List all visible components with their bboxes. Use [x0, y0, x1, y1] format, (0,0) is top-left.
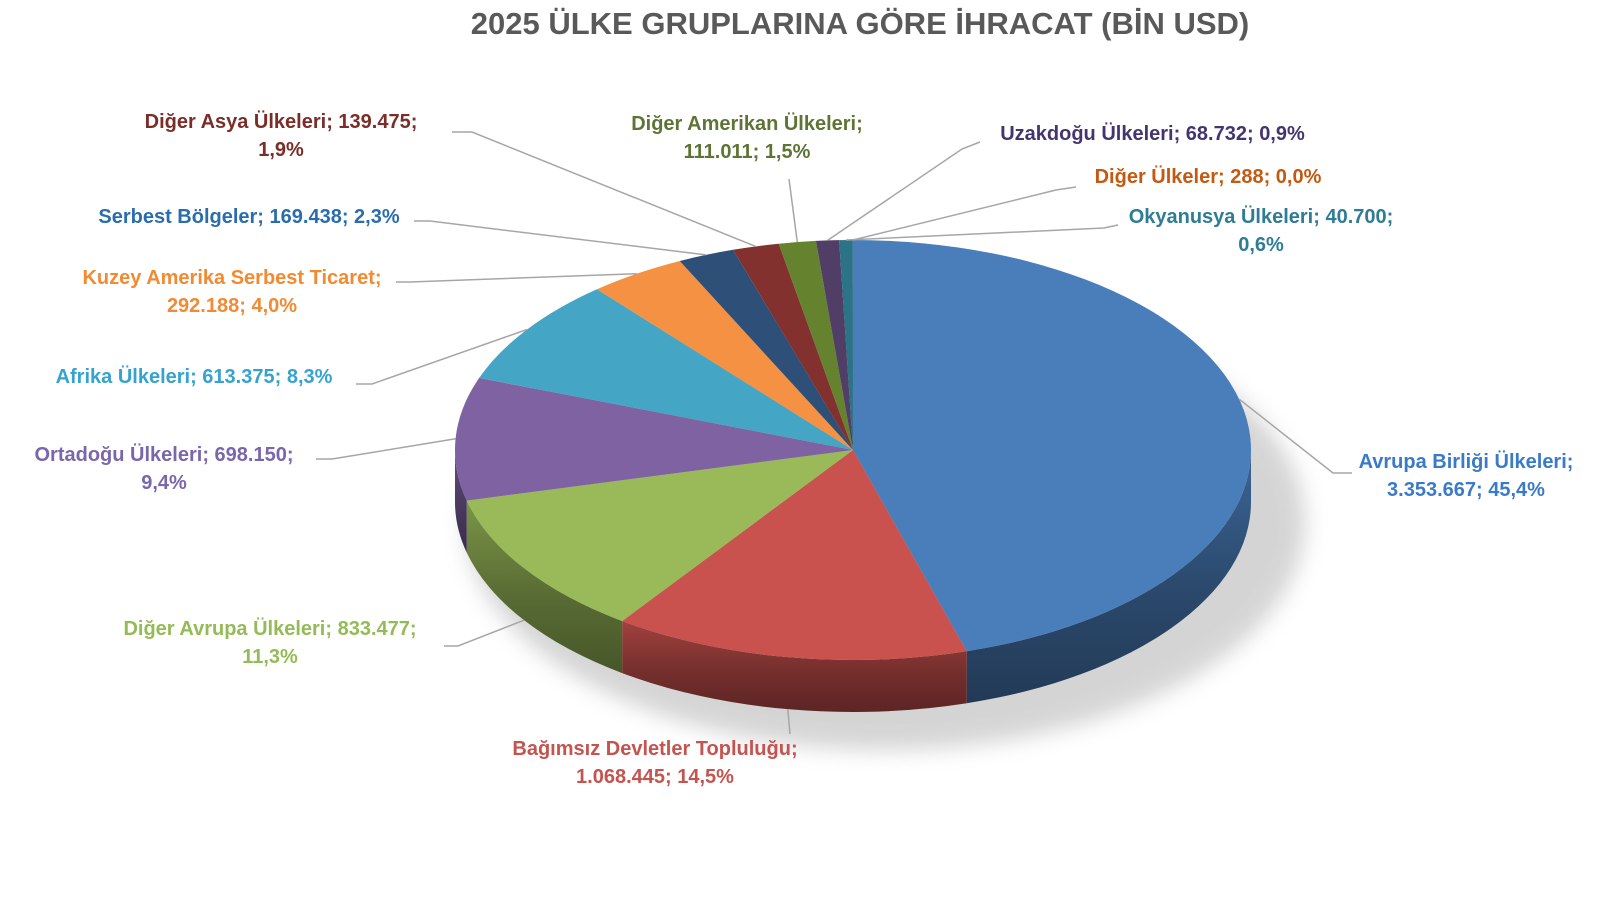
pie-slice-afrika-ulkeleri	[479, 289, 853, 450]
slice-label-line: Afrika Ülkeleri; 613.375; 8,3%	[55, 366, 333, 388]
slice-label-line: Diğer Ülkeler; 288; 0,0%	[1094, 166, 1322, 188]
slice-label-line: Diğer Amerikan Ülkeleri;	[631, 113, 863, 135]
slice-label-bagimsiz-devletler-toplulugu: Bağımsız Devletler Topluluğu; 1.068.445; …	[494, 735, 816, 791]
leader-line-serbest-bolgeler	[414, 220, 707, 256]
slice-label-line: 9,4%	[141, 472, 187, 494]
slice-label-diger-avrupa-ulkeleri: Diğer Avrupa Ülkeleri; 833.477; 11,3%	[92, 615, 448, 671]
slice-label-avrupa-birligi-ulkeleri: Avrupa Birliği Ülkeleri; 3.353.667; 45,4%	[1330, 448, 1600, 504]
pie-slice-diger-avrupa-ulkeleri	[466, 450, 853, 622]
pie-slice-uzakdogu-ulkeleri	[815, 240, 853, 450]
slice-label-line: Bağımsız Devletler Topluluğu;	[512, 738, 798, 760]
slice-label-line: Uzakdoğu Ülkeleri; 68.732; 0,9%	[1000, 123, 1305, 145]
pie-slice-bagimsiz-devletler-toplulugu	[622, 450, 967, 661]
slice-label-diger-asya-ulkeleri: Diğer Asya Ülkeleri; 139.475; 1,9%	[108, 108, 454, 164]
slice-label-diger-amerikan-ulkeleri: Diğer Amerikan Ülkeleri; 111.011; 1,5%	[582, 110, 912, 166]
slice-label-line: Diğer Avrupa Ülkeleri; 833.477;	[123, 618, 417, 640]
slice-label-kuzey-amerika-serbest-ticaret: Kuzey Amerika Serbest Ticaret; 292.188; 4…	[58, 264, 406, 320]
leader-line-ortadogu-ulkeleri	[316, 438, 456, 460]
leader-line-diger-avrupa-ulkeleri	[444, 619, 525, 647]
slice-label-line: Diğer Asya Ülkeleri; 139.475;	[144, 111, 418, 133]
slice-label-line: 0,6%	[1238, 234, 1284, 256]
leader-line-okyanusya-ulkeleri	[845, 224, 1119, 241]
slice-label-line: 1.068.445; 14,5%	[576, 766, 734, 788]
slice-label-line: 292.188; 4,0%	[166, 295, 298, 317]
pie-slice-side-diger-avrupa-ulkeleri	[466, 500, 623, 674]
pie-slice-side-bagimsiz-devletler-toplulugu	[622, 621, 967, 713]
slice-label-line: Avrupa Birliği Ülkeleri;	[1358, 451, 1574, 473]
slice-label-okyanusya-ulkeleri: Okyanusya Ülkeleri; 40.700; 0,6%	[1090, 203, 1432, 259]
pie-slice-kuzey-amerika-serbest-ticaret	[596, 260, 853, 450]
leader-line-bagimsiz-devletler-toplulugu	[787, 709, 791, 735]
pie-slice-avrupa-birligi-ulkeleri	[853, 240, 1251, 652]
leader-line-uzakdogu-ulkeleri	[827, 141, 981, 242]
slice-label-line: Kuzey Amerika Serbest Ticaret;	[82, 267, 382, 289]
pie-slice-serbest-bolgeler	[679, 249, 853, 450]
slice-label-line: Ortadoğu Ülkeleri; 698.150;	[34, 444, 294, 466]
pie-slice-diger-asya-ulkeleri	[732, 243, 853, 450]
slice-label-line: Okyanusya Ülkeleri; 40.700;	[1128, 206, 1394, 228]
pie-slice-side-ortadogu-ulkeleri	[455, 450, 467, 553]
pie-slice-okyanusya-ulkeleri	[839, 240, 853, 450]
leader-line-kuzey-amerika-serbest-ticaret	[396, 272, 637, 283]
leader-line-diger-amerikan-ulkeleri	[788, 178, 799, 243]
slice-label-line: 111.011; 1,5%	[683, 141, 811, 163]
pie-slice-side-avrupa-birligi-ulkeleri	[966, 450, 1251, 704]
slice-label-line: 3.353.667; 45,4%	[1387, 479, 1545, 501]
pie-slice-ortadogu-ulkeleri	[455, 377, 853, 501]
chart-title: 2025 ÜLKE GRUPLARINA GÖRE İHRACAT (BİN U…	[470, 6, 1250, 41]
leader-line-afrika-ulkeleri	[356, 328, 528, 385]
slice-label-line: Serbest Bölgeler; 169.438; 2,3%	[98, 206, 400, 228]
slice-label-line: 11,3%	[242, 646, 298, 668]
leader-line-diger-ulkeler	[852, 186, 1077, 241]
slice-label-diger-ulkeler: Diğer Ülkeler; 288; 0,0%	[1058, 163, 1358, 191]
leader-line-diger-asya-ulkeleri	[452, 131, 756, 248]
pie-slice-diger-amerikan-ulkeleri	[778, 240, 853, 450]
slice-label-ortadogu-ulkeleri: Ortadoğu Ülkeleri; 698.150; 9,4%	[8, 441, 320, 497]
slice-label-serbest-bolgeler: Serbest Bölgeler; 169.438; 2,3%	[73, 203, 425, 231]
slice-label-line: 1,9%	[258, 139, 304, 161]
slice-label-afrika-ulkeleri: Afrika Ülkeleri; 613.375; 8,3%	[28, 363, 360, 391]
leader-line-avrupa-birligi-ulkeleri	[1238, 398, 1352, 474]
slice-label-uzakdogu-ulkeleri: Uzakdoğu Ülkeleri; 68.732; 0,9%	[975, 120, 1330, 148]
